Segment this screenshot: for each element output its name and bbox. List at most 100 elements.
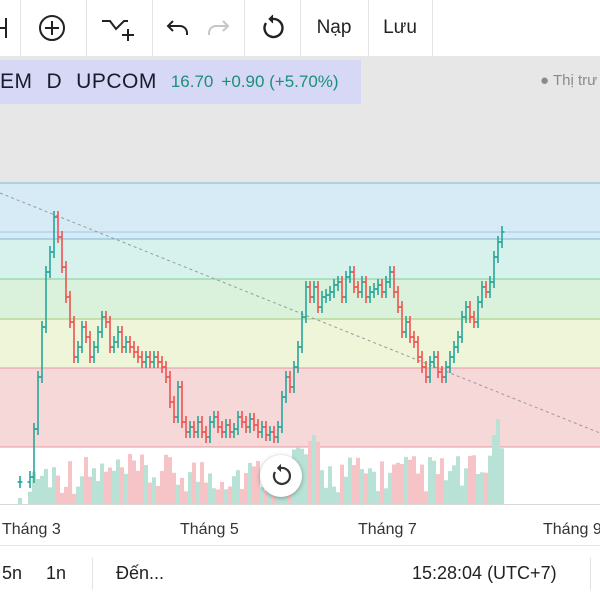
volume-bar: [68, 461, 72, 504]
volume-bar: [412, 456, 416, 504]
volume-bar: [464, 468, 468, 504]
market-status: ● Thị trư: [540, 72, 598, 89]
save-label: Lưu: [383, 17, 417, 38]
volume-bar: [168, 457, 172, 504]
volume-bar: [360, 469, 364, 504]
volume-bar: [452, 465, 456, 504]
price-bars: [17, 211, 505, 488]
volume-bar: [104, 471, 108, 504]
fib-zone-teal: [0, 239, 600, 279]
volume-bar: [484, 472, 488, 504]
volume-bar: [480, 472, 484, 504]
redo-icon: [208, 20, 230, 35]
reset-chart-button[interactable]: [260, 455, 302, 497]
volume-bar: [224, 489, 228, 504]
volume-bar: [180, 477, 184, 504]
volume-bar: [396, 462, 400, 504]
volume-bar: [32, 471, 36, 504]
price-chart[interactable]: [0, 57, 600, 504]
load-layout-button[interactable]: Nạp: [304, 0, 364, 56]
volume-bar: [444, 480, 448, 504]
goto-date-button[interactable]: Đến...: [116, 563, 165, 583]
toolbar-divider: [86, 0, 87, 56]
volume-bar: [472, 455, 476, 504]
volume-bar: [356, 457, 360, 504]
compare-button[interactable]: [94, 0, 142, 56]
volume-bar: [404, 456, 408, 504]
volume-bar: [164, 454, 168, 504]
volume-bar: [468, 455, 472, 504]
volume-bar: [212, 488, 216, 504]
volume-bar: [192, 462, 196, 504]
fib-zone-yellow: [0, 319, 600, 368]
compare-icon: [102, 20, 134, 41]
volume-bar: [204, 482, 208, 504]
add-indicator-button[interactable]: [28, 0, 76, 56]
range-1n-button[interactable]: 1n: [46, 563, 67, 583]
fib-zone-blue: [0, 183, 600, 239]
volume-bar: [184, 491, 188, 504]
volume-bar: [232, 476, 236, 504]
volume-bar: [252, 466, 256, 504]
volume-bar: [108, 467, 112, 504]
volume-bar: [364, 473, 368, 504]
chart-type-partial[interactable]: [0, 0, 14, 56]
volume-bar: [160, 470, 164, 504]
volume-bar: [340, 464, 344, 504]
refresh-button[interactable]: [252, 0, 294, 56]
volume-bar: [18, 498, 22, 504]
volume-bar: [420, 464, 424, 504]
clock-timezone[interactable]: 15:28:04 (UTC+7): [412, 563, 557, 583]
volume-bar: [64, 486, 68, 504]
volume-bar: [40, 475, 44, 504]
volume-bar: [496, 419, 500, 504]
undo-icon: [166, 20, 188, 35]
volume-bar: [316, 441, 320, 504]
volume-bar: [432, 460, 436, 504]
volume-bar: [28, 491, 32, 504]
volume-bar: [92, 468, 96, 504]
toolbar: Nạp Lưu: [0, 0, 600, 57]
volume-bar: [156, 485, 160, 504]
volume-bar: [112, 470, 116, 504]
range-5n-button[interactable]: 5n: [2, 563, 23, 583]
volume-bar: [228, 486, 232, 504]
xaxis-label: Tháng 3: [2, 521, 61, 538]
volume-bar: [248, 462, 252, 504]
undo-button[interactable]: [160, 0, 196, 56]
symbol-legend[interactable]: EM D UPCOM 16.70 +0.90 (+5.70%): [0, 60, 361, 104]
volume-bar: [336, 492, 340, 504]
volume-bar: [132, 460, 136, 504]
redo-button[interactable]: [200, 0, 236, 56]
volume-bar: [344, 476, 348, 504]
symbol-exchange: UPCOM: [76, 70, 157, 93]
volume-bar: [176, 484, 180, 504]
toolbar-divider: [244, 0, 245, 56]
volume-bar: [384, 488, 388, 504]
volume-bar: [44, 468, 48, 504]
volume-bar: [348, 457, 352, 504]
volume-bar: [416, 473, 420, 504]
time-axis[interactable]: Tháng 3 Tháng 5 Tháng 7 Tháng 9: [0, 504, 600, 545]
volume-bar: [36, 479, 40, 504]
last-price: 16.70: [170, 72, 214, 91]
volume-bar: [72, 493, 76, 504]
volume-bar: [304, 454, 308, 504]
volume-bars: [18, 419, 504, 504]
volume-bar: [264, 490, 268, 504]
volume-bar: [276, 490, 280, 504]
volume-bar: [200, 462, 204, 504]
volume-bar: [308, 440, 312, 504]
volume-bar: [76, 486, 80, 504]
volume-bar: [256, 460, 260, 504]
fib-zone-green: [0, 279, 600, 319]
volume-bar: [152, 477, 156, 504]
volume-bar: [120, 467, 124, 504]
volume-bar: [352, 465, 356, 504]
bottom-bar: 5n 1n Đến... 15:28:04 (UTC+7): [0, 545, 600, 601]
volume-bar: [408, 459, 412, 504]
save-layout-button[interactable]: Lưu: [372, 0, 428, 56]
toolbar-divider: [432, 0, 433, 56]
volume-bar: [300, 448, 304, 504]
volume-bar: [312, 435, 316, 504]
